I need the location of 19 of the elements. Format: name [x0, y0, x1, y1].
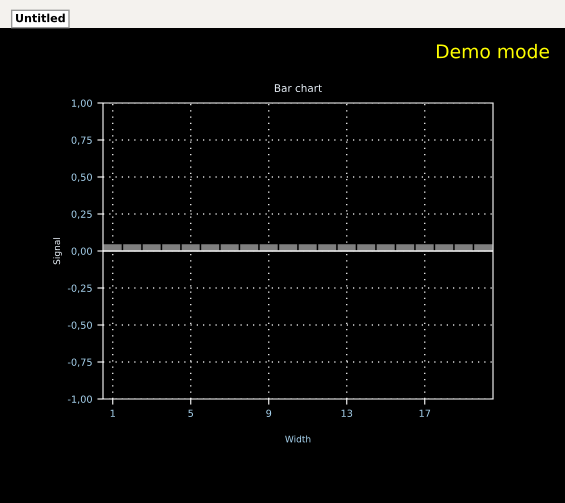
- y-axis-title: Signal: [53, 238, 62, 264]
- text: Untitled: [16, 14, 65, 22]
- x-tick-label: 9: [266, 410, 272, 417]
- x-tick-label: 17: [420, 410, 430, 417]
- x-tick-label: 13: [342, 410, 352, 417]
- y-tick-label: -1,00: [68, 395, 92, 404]
- x-axis-title: Width: [285, 435, 310, 442]
- y-tick-label: 0,25: [72, 210, 92, 219]
- text: Demo mode: [436, 44, 549, 58]
- x-tick-label: 5: [188, 410, 193, 417]
- y-tick-label: -0,50: [68, 321, 92, 330]
- chart-title: Bar chart: [274, 84, 322, 92]
- y-tick-label: 0,75: [72, 136, 92, 145]
- y-tick-label: 0,00: [72, 247, 92, 256]
- x-tick-label: 1: [110, 410, 115, 417]
- y-tick-label: 0,50: [72, 173, 92, 182]
- y-tick-label: -0,75: [68, 358, 92, 367]
- y-tick-label: 1,00: [72, 99, 92, 108]
- y-tick-label: -0,25: [68, 284, 92, 293]
